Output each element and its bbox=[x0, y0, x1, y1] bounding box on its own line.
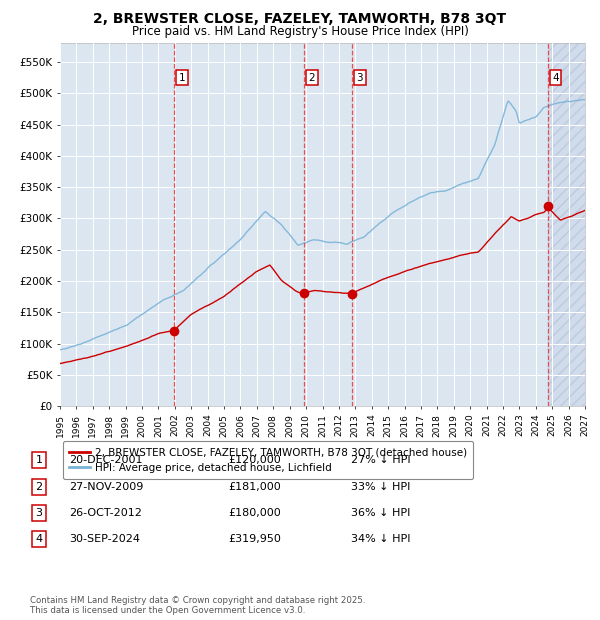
Text: £120,000: £120,000 bbox=[228, 455, 281, 465]
Text: 4: 4 bbox=[35, 534, 43, 544]
Text: 26-OCT-2012: 26-OCT-2012 bbox=[69, 508, 142, 518]
Legend: 2, BREWSTER CLOSE, FAZELEY, TAMWORTH, B78 3QT (detached house), HPI: Average pri: 2, BREWSTER CLOSE, FAZELEY, TAMWORTH, B7… bbox=[62, 441, 473, 479]
Text: 4: 4 bbox=[552, 73, 559, 83]
Text: 33% ↓ HPI: 33% ↓ HPI bbox=[351, 482, 410, 492]
Text: 27% ↓ HPI: 27% ↓ HPI bbox=[351, 455, 410, 465]
Text: Price paid vs. HM Land Registry's House Price Index (HPI): Price paid vs. HM Land Registry's House … bbox=[131, 25, 469, 38]
Text: 30-SEP-2024: 30-SEP-2024 bbox=[69, 534, 140, 544]
Text: 20-DEC-2001: 20-DEC-2001 bbox=[69, 455, 143, 465]
Text: 2, BREWSTER CLOSE, FAZELEY, TAMWORTH, B78 3QT: 2, BREWSTER CLOSE, FAZELEY, TAMWORTH, B7… bbox=[94, 12, 506, 27]
Text: £180,000: £180,000 bbox=[228, 508, 281, 518]
Bar bbox=[548, 43, 593, 406]
Text: 1: 1 bbox=[178, 73, 185, 83]
Text: 27-NOV-2009: 27-NOV-2009 bbox=[69, 482, 143, 492]
Text: 1: 1 bbox=[35, 455, 43, 465]
Text: 3: 3 bbox=[356, 73, 363, 83]
Text: 3: 3 bbox=[35, 508, 43, 518]
Text: 34% ↓ HPI: 34% ↓ HPI bbox=[351, 534, 410, 544]
Text: £181,000: £181,000 bbox=[228, 482, 281, 492]
Text: 36% ↓ HPI: 36% ↓ HPI bbox=[351, 508, 410, 518]
Text: Contains HM Land Registry data © Crown copyright and database right 2025.
This d: Contains HM Land Registry data © Crown c… bbox=[30, 596, 365, 615]
Bar bbox=[548, 43, 593, 406]
Text: £319,950: £319,950 bbox=[228, 534, 281, 544]
Text: 2: 2 bbox=[35, 482, 43, 492]
Text: 2: 2 bbox=[308, 73, 315, 83]
